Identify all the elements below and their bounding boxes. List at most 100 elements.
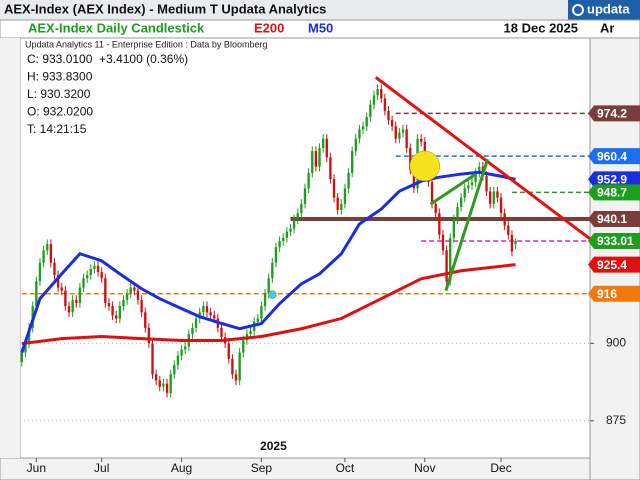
candle-body	[383, 98, 387, 111]
candle-body	[184, 346, 187, 350]
candle-body	[194, 318, 198, 328]
candle-body	[430, 182, 434, 204]
candle-body	[136, 290, 140, 300]
source: Updata Analytics 11 - Enterprise Edition…	[25, 39, 267, 49]
x-tick-label: Jul	[94, 461, 109, 475]
candle-body	[314, 151, 318, 167]
candle-body	[96, 265, 100, 273]
candle-body	[133, 287, 136, 291]
legend-entry: M50	[308, 20, 333, 35]
candle-body	[158, 380, 161, 387]
moving-average	[20, 170, 516, 354]
candle-body	[292, 219, 296, 229]
candle-body	[514, 240, 517, 245]
price-tag-label: 974.2	[597, 106, 627, 120]
candle-body	[209, 312, 212, 316]
candle-body	[496, 191, 499, 198]
candle-body	[24, 343, 27, 353]
info-line: T: 14:21:15	[27, 122, 87, 136]
candle-body	[423, 141, 426, 158]
candle-body	[78, 287, 82, 304]
candle-body	[42, 250, 45, 263]
candle-body	[478, 166, 481, 173]
candle-body	[318, 148, 321, 167]
candle-body	[409, 148, 412, 170]
price-tag-label: 948.7	[597, 186, 627, 200]
price-tag	[588, 148, 640, 165]
candle-body	[412, 169, 416, 189]
candle-body	[115, 315, 118, 319]
left-strip	[0, 38, 20, 458]
brand-icon	[572, 4, 584, 16]
candle-body	[452, 219, 456, 238]
candle-body	[165, 383, 169, 393]
candle-body	[56, 275, 60, 288]
candle-body	[307, 172, 310, 189]
candle-body	[263, 293, 267, 307]
subtitle: AEX-Index Daily Candlestick	[28, 20, 205, 35]
y-tick-label: 875	[606, 413, 626, 427]
candle-body	[46, 244, 49, 251]
candle-body	[419, 138, 423, 142]
info-background	[22, 50, 157, 142]
candle-body	[125, 293, 129, 300]
price-tag	[588, 184, 640, 201]
candle-body	[20, 352, 23, 362]
candle-body	[75, 299, 78, 304]
price-tag	[588, 285, 640, 302]
trendline	[444, 158, 490, 292]
candle-body	[180, 349, 183, 356]
candle-body	[173, 365, 176, 375]
candle-body	[282, 237, 285, 242]
candle-body	[191, 327, 194, 335]
candle-body	[449, 237, 452, 282]
candle-body	[238, 352, 241, 381]
candle-body	[205, 306, 209, 313]
candle-body	[220, 327, 223, 338]
candle-body	[459, 197, 463, 207]
price-tag-label: 940.1	[597, 212, 627, 226]
price-tag-label: 916	[597, 287, 617, 301]
x-tick-label: Aug	[171, 461, 192, 475]
price-tag-label: 933.01	[597, 234, 634, 248]
candle-body	[82, 278, 85, 288]
year-label: 2025	[260, 439, 287, 453]
candle-body	[154, 374, 158, 381]
info-line: O: 932.0200	[27, 105, 93, 119]
chart-title: AEX-Index (AEX Index) - Medium T Updata …	[4, 1, 326, 16]
candle-body	[329, 157, 332, 180]
price-tag-label: 960.4	[597, 149, 627, 163]
candle-body	[300, 203, 303, 214]
candle-body	[231, 358, 234, 375]
candle-body	[60, 287, 63, 291]
legend-entry: E200	[254, 20, 284, 35]
candle-body	[296, 213, 299, 220]
candle-body	[71, 299, 74, 313]
candle-body	[267, 278, 270, 294]
candle-body	[434, 203, 437, 214]
candle-body	[107, 303, 111, 307]
candle-body	[260, 306, 263, 319]
candle-body	[485, 175, 488, 192]
x-tick-label: Nov	[414, 461, 435, 475]
candle-body	[144, 312, 147, 328]
candle-body	[122, 299, 125, 307]
brand: updata	[587, 1, 630, 16]
candle-body	[445, 250, 448, 282]
candle-body	[303, 188, 307, 204]
candle-body	[488, 191, 492, 204]
candle-body	[111, 306, 114, 316]
candle-body	[351, 151, 354, 173]
candle-body	[332, 179, 336, 198]
candle-body	[358, 129, 361, 139]
x-tick-label: Sep	[251, 461, 273, 475]
candle-body	[289, 228, 292, 232]
candle-body	[256, 318, 259, 322]
candle-body	[441, 234, 445, 251]
candle-body	[118, 306, 122, 319]
candle-body	[64, 290, 67, 307]
candle-body	[321, 138, 325, 149]
candle-body	[390, 120, 394, 127]
candle-body	[129, 287, 132, 294]
candle-body	[151, 343, 154, 375]
